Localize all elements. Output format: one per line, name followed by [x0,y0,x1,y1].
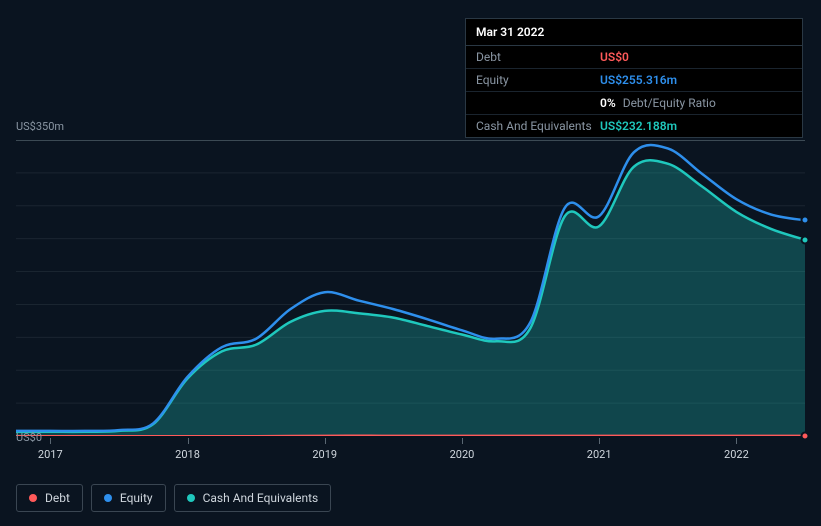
tooltip-row: 0% Debt/Equity Ratio [466,92,802,115]
chart-svg [16,140,805,436]
legend-item-label: Cash And Equivalents [203,491,319,505]
tooltip-row: EquityUS$255.316m [466,69,802,92]
plot-region[interactable] [16,140,805,436]
tooltip-row-value: US$255.316m [600,73,677,87]
legend: Debt Equity Cash And Equivalents [16,484,331,512]
legend-item[interactable]: Equity [91,484,166,512]
tooltip-date: Mar 31 2022 [466,19,802,46]
series-end-marker [801,235,810,244]
legend-dot-icon [187,494,195,502]
x-tick-mark [462,438,463,444]
legend-item[interactable]: Cash And Equivalents [174,484,332,512]
x-tick-label: 2022 [724,448,749,461]
chart-area: US$350m US$0 2017 2018 2019 2020 2021 2022 [16,120,805,466]
y-axis-min-label: US$0 [16,431,42,444]
series-end-marker [801,216,810,225]
tooltip-row-label: Equity [476,73,600,87]
tooltip-row-value: US$232.188m [600,119,677,133]
y-axis-max-label: US$350m [16,120,64,133]
x-tick-mark [325,438,326,444]
legend-item-label: Equity [120,491,153,505]
legend-item-label: Debt [45,491,70,505]
legend-dot-icon [104,494,112,502]
x-tick-label: 2021 [587,448,612,461]
series-end-marker [801,431,810,440]
x-tick-label: 2018 [175,448,200,461]
x-tick-mark [736,438,737,444]
x-tick-label: 2020 [450,448,475,461]
x-tick-mark [188,438,189,444]
tooltip-row: DebtUS$0 [466,46,802,69]
x-tick-label: 2019 [312,448,337,461]
legend-dot-icon [29,494,37,502]
tooltip-row-label: Cash And Equivalents [476,119,600,133]
x-tick-mark [599,438,600,444]
tooltip-row-label [476,96,600,110]
tooltip-row-value: US$0 [600,50,629,64]
tooltip-row-sub: Debt/Equity Ratio [620,96,716,110]
tooltip-row: Cash And EquivalentsUS$232.188m [466,115,802,137]
x-axis: 2017 2018 2019 2020 2021 2022 [16,446,805,466]
x-tick-mark [50,438,51,444]
tooltip-row-value: 0% Debt/Equity Ratio [600,96,716,110]
tooltip-panel: Mar 31 2022 DebtUS$0EquityUS$255.316m0% … [465,18,803,138]
tooltip-row-label: Debt [476,50,600,64]
legend-item[interactable]: Debt [16,484,83,512]
x-tick-label: 2017 [38,448,63,461]
